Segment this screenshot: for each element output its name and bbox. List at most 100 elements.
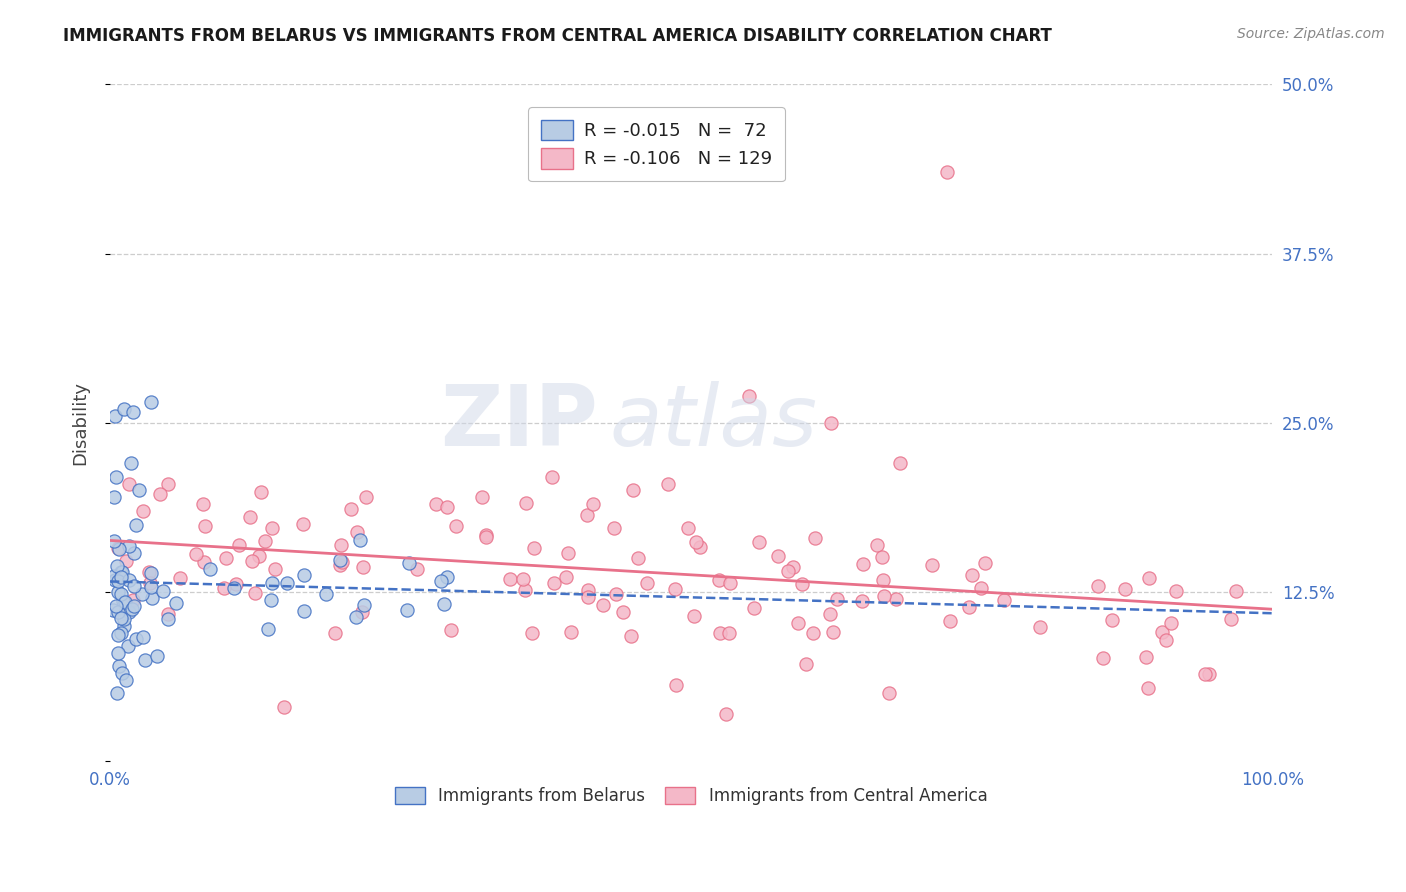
- Point: [292, 517, 315, 532]
- Point: [683, 608, 706, 623]
- Point: [523, 541, 546, 556]
- Point: [105, 686, 128, 700]
- Point: [664, 582, 686, 596]
- Point: [718, 575, 741, 590]
- Point: [165, 596, 187, 610]
- Point: [157, 476, 180, 491]
- Point: [960, 568, 983, 582]
- Point: [212, 581, 235, 595]
- Point: [605, 587, 627, 601]
- Point: [475, 530, 498, 544]
- Point: [557, 546, 579, 560]
- Point: [139, 395, 162, 409]
- Point: [621, 483, 644, 498]
- Point: [249, 485, 271, 500]
- Point: [513, 582, 536, 597]
- Point: [131, 630, 153, 644]
- Point: [540, 470, 562, 484]
- Point: [139, 566, 162, 580]
- Point: [122, 579, 145, 593]
- Point: [1164, 584, 1187, 599]
- Point: [717, 626, 740, 640]
- Point: [1137, 571, 1160, 585]
- Point: [105, 559, 128, 574]
- Point: [707, 574, 730, 588]
- Point: [131, 586, 153, 600]
- Point: [742, 601, 765, 615]
- Point: [262, 521, 284, 535]
- Point: [104, 409, 127, 423]
- Point: [124, 517, 146, 532]
- Point: [107, 605, 129, 619]
- Point: [110, 587, 132, 601]
- Point: [576, 590, 599, 604]
- Point: [122, 599, 145, 613]
- Point: [714, 706, 737, 721]
- Point: [436, 500, 458, 515]
- Point: [145, 648, 167, 663]
- Point: [851, 594, 873, 608]
- Point: [957, 600, 980, 615]
- Point: [276, 576, 298, 591]
- Point: [118, 574, 141, 588]
- Point: [169, 571, 191, 585]
- Point: [253, 534, 276, 549]
- Text: ZIP: ZIP: [440, 381, 599, 464]
- Point: [191, 497, 214, 511]
- Point: [157, 612, 180, 626]
- Point: [576, 583, 599, 598]
- Point: [1114, 582, 1136, 597]
- Point: [107, 628, 129, 642]
- Point: [238, 510, 260, 524]
- Text: IMMIGRANTS FROM BELARUS VS IMMIGRANTS FROM CENTRAL AMERICA DISABILITY CORRELATIO: IMMIGRANTS FROM BELARUS VS IMMIGRANTS FR…: [63, 27, 1052, 45]
- Point: [512, 572, 534, 586]
- Point: [974, 556, 997, 570]
- Point: [430, 574, 453, 588]
- Point: [657, 476, 679, 491]
- Point: [222, 581, 245, 595]
- Point: [104, 470, 127, 484]
- Point: [406, 562, 429, 576]
- Point: [352, 560, 374, 574]
- Point: [592, 598, 614, 612]
- Point: [993, 593, 1015, 607]
- Point: [823, 624, 845, 639]
- Point: [522, 626, 544, 640]
- Point: [1160, 615, 1182, 630]
- Point: [436, 570, 458, 584]
- Point: [786, 616, 808, 631]
- Point: [101, 602, 124, 616]
- Point: [117, 639, 139, 653]
- Point: [108, 542, 131, 557]
- Point: [689, 540, 711, 554]
- Point: [149, 487, 172, 501]
- Point: [157, 607, 180, 622]
- Point: [685, 535, 707, 549]
- Point: [1225, 583, 1247, 598]
- Point: [636, 576, 658, 591]
- Point: [122, 405, 145, 419]
- Point: [138, 565, 160, 579]
- Point: [260, 593, 283, 607]
- Point: [121, 593, 143, 607]
- Point: [748, 535, 770, 549]
- Point: [1136, 681, 1159, 696]
- Point: [346, 525, 368, 540]
- Point: [665, 678, 688, 692]
- Point: [110, 625, 132, 640]
- Point: [257, 622, 280, 636]
- Point: [114, 595, 136, 609]
- Text: atlas: atlas: [610, 381, 818, 464]
- Point: [1219, 612, 1241, 626]
- Point: [446, 518, 468, 533]
- Point: [766, 549, 789, 564]
- Point: [884, 591, 907, 606]
- Point: [353, 598, 375, 612]
- Point: [1087, 578, 1109, 592]
- Point: [107, 541, 129, 555]
- Point: [1194, 667, 1216, 681]
- Point: [555, 570, 578, 584]
- Point: [134, 652, 156, 666]
- Point: [825, 592, 848, 607]
- Point: [1198, 667, 1220, 681]
